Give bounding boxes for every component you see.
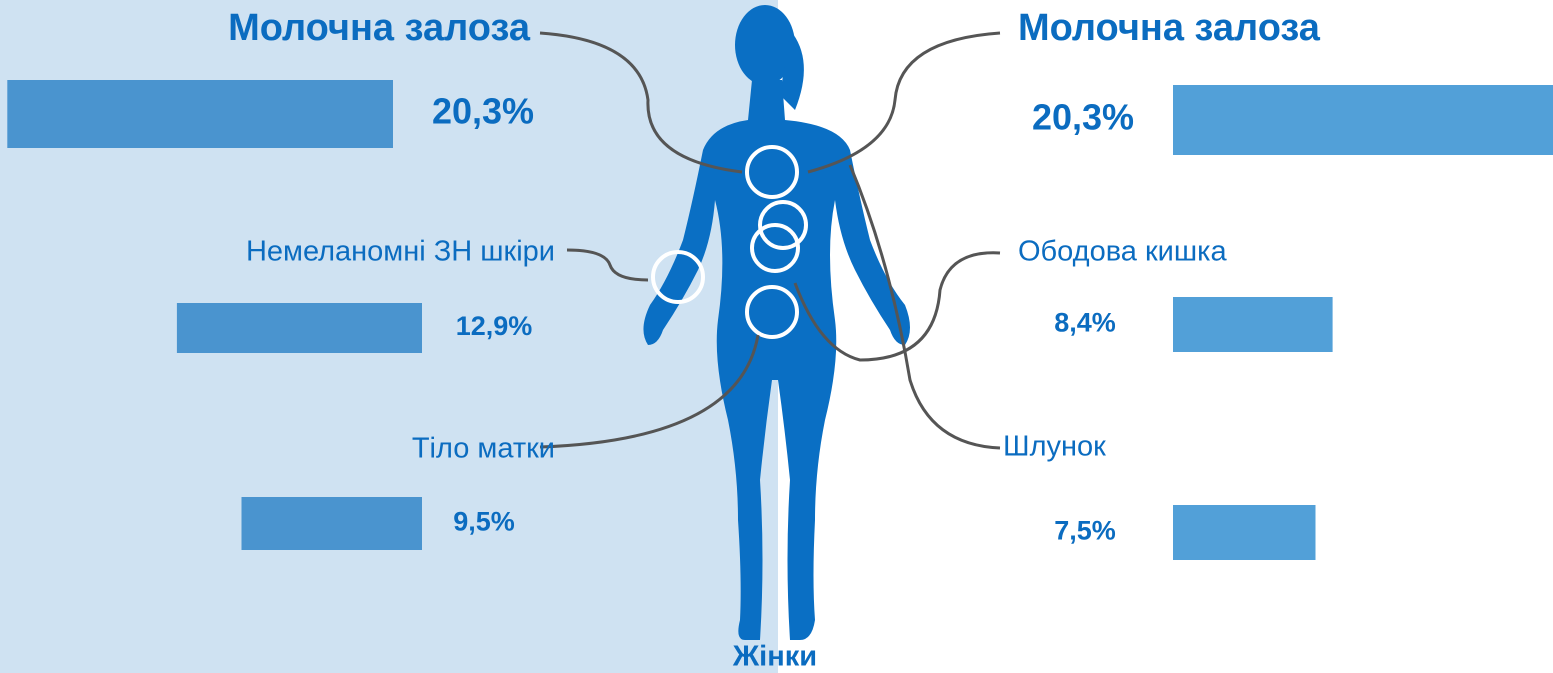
organ-label: Ободова кишка xyxy=(1018,236,1227,268)
organ-label: Тіло матки xyxy=(412,433,555,465)
bar xyxy=(1173,505,1316,560)
value-label: 20,3% xyxy=(432,91,534,132)
value-label: 20,3% xyxy=(1032,97,1134,138)
bar xyxy=(177,303,422,353)
infographic: Жінки Молочна залоза 20,3% Немеланомні ЗН … xyxy=(0,0,1553,673)
organ-label: Шлунок xyxy=(1003,431,1106,463)
value-label: 8,4% xyxy=(1054,308,1116,338)
organ-label: Молочна залоза xyxy=(1018,7,1321,49)
value-label: 7,5% xyxy=(1054,516,1116,546)
bar xyxy=(1173,297,1333,352)
organ-label: Немеланомні ЗН шкіри xyxy=(246,236,555,268)
value-label: 9,5% xyxy=(453,507,515,537)
bar xyxy=(242,497,423,550)
page: {"caption": "Жінки", "left": [ {"label":… xyxy=(0,0,1553,673)
bar xyxy=(7,80,393,148)
organ-label: Молочна залоза xyxy=(228,7,531,49)
value-label: 12,9% xyxy=(456,311,533,341)
bar xyxy=(1173,85,1553,155)
caption: Жінки xyxy=(732,641,817,673)
